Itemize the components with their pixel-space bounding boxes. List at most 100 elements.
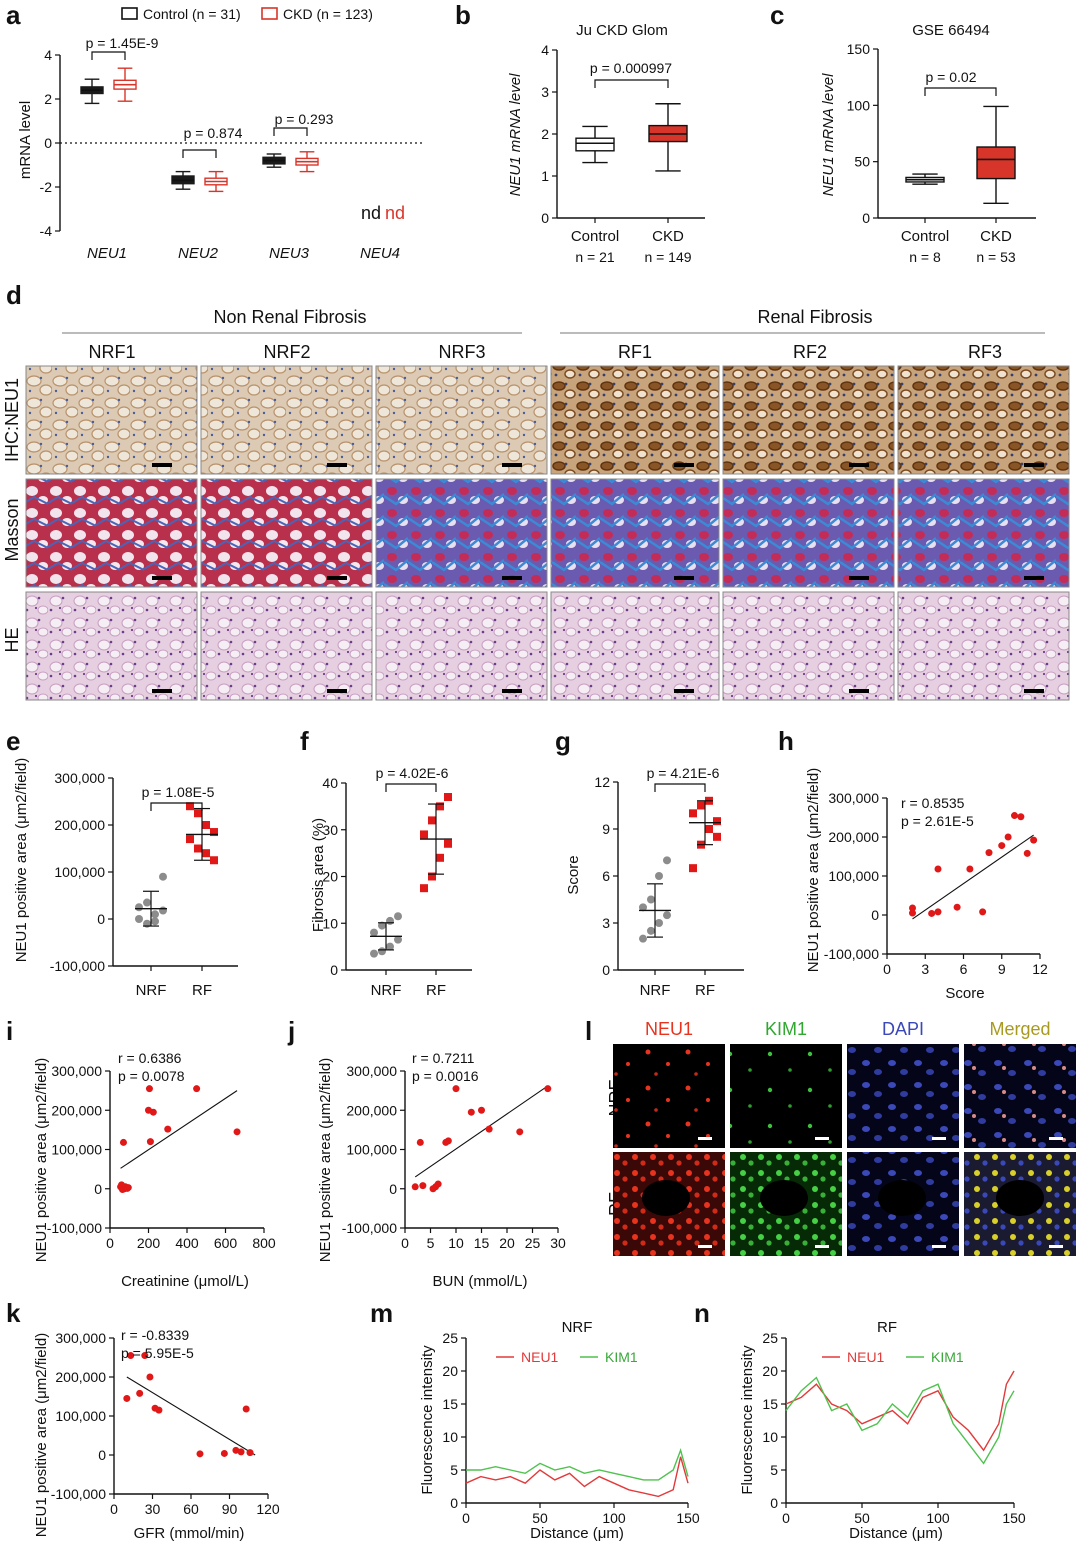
panel-j-ylabel: NEU1 positive area (μm2/field)	[317, 1058, 334, 1263]
panel-h-ytick: -100,000	[824, 946, 879, 962]
group-nrf-heading: Non Renal Fibrosis	[213, 307, 366, 327]
panel-k-point	[242, 1405, 250, 1413]
col-label-nrf3: NRF3	[438, 342, 485, 362]
panel-e-plot	[108, 777, 238, 971]
lumen-kim1	[760, 1180, 808, 1216]
panel-n-xlabel: Distance (μm)	[849, 1525, 943, 1542]
panel-i-pvalue: p = 0.0078	[118, 1068, 185, 1084]
panel-f-rf-point	[428, 872, 436, 881]
scale-bar	[698, 1245, 712, 1248]
panel-b-ytick: 2	[541, 126, 549, 142]
panel-m-legend-neu1: NEU1	[521, 1349, 559, 1365]
panel-g-ylabel: Score	[565, 855, 582, 894]
panel-i-xtick: 400	[175, 1235, 199, 1251]
micrograph-masson-nrf3	[375, 478, 548, 588]
panel-j-point	[485, 1125, 493, 1133]
panel-n-plot	[781, 1337, 1015, 1508]
panel-k-point	[246, 1449, 254, 1457]
panel-n-xtick: 150	[1002, 1510, 1026, 1526]
panel-c-group: CKD	[980, 228, 1012, 245]
panel-m-ytick: 0	[450, 1495, 458, 1511]
micrograph-he-nrf3	[375, 591, 548, 701]
panel-j-xtick: 15	[474, 1235, 490, 1251]
panel-f-nrf-point	[386, 942, 394, 951]
panel-k-point	[155, 1406, 163, 1414]
panel-j-xtick: 25	[525, 1235, 541, 1251]
scale-bar	[849, 689, 869, 693]
panel-j-ytick: 100,000	[346, 1142, 397, 1158]
panel-b-ylabel: NEU1 mRNA level	[507, 73, 524, 196]
panel-b-control-box	[575, 137, 615, 152]
panel-i-xtick: 800	[252, 1235, 276, 1251]
panel-h-point	[985, 849, 993, 857]
panel-g-group: NRF	[640, 982, 671, 999]
panel-g-rf-point	[713, 832, 721, 841]
panel-g-nrf-point	[639, 934, 647, 943]
panel-e-rf-point	[202, 849, 210, 858]
panel-k-xtick: 0	[110, 1501, 118, 1517]
panel-e-rf-point	[194, 809, 202, 818]
panel-e-rf-point	[202, 821, 210, 829]
panel-f-nrf-point	[394, 935, 402, 944]
scale-bar	[152, 576, 172, 580]
panel-k-ytick: 200,000	[55, 1369, 106, 1385]
panel-k-point	[136, 1389, 144, 1397]
panel-m-legend-kim1: KIM1	[605, 1349, 638, 1365]
gene-label: NEU4	[360, 245, 400, 262]
panel-k-point	[220, 1449, 228, 1457]
panel-b-n: n = 21	[575, 249, 615, 265]
panel-h-point	[1017, 813, 1025, 821]
panel-k-xtick: 90	[222, 1501, 238, 1517]
panel-k-plot	[109, 1337, 269, 1499]
panel-j-xtick: 30	[550, 1235, 566, 1251]
micrograph-he-rf3	[897, 591, 1070, 701]
panel-i-fit-line	[120, 1090, 238, 1169]
panel-a-ytick: 4	[44, 47, 52, 63]
panel-f-rf-point	[444, 839, 452, 848]
panel-b-n: n = 149	[644, 249, 691, 265]
micrograph-he-nrf1	[25, 591, 198, 701]
panel-m-series-kim1	[466, 1447, 689, 1481]
panel-i-point	[164, 1125, 172, 1133]
panel-f-letter: f	[300, 726, 309, 756]
panel-b-pvalue: p = 0.000997	[590, 60, 672, 76]
panel-j-xtick: 0	[401, 1235, 409, 1251]
panel-e-ytick: 100,000	[54, 864, 105, 880]
panel-m-xticks: 0 50 100 150	[462, 1510, 700, 1526]
panel-h-ytick: 300,000	[828, 790, 879, 806]
panel-h-point	[998, 842, 1006, 850]
panel-n-ytick: 15	[762, 1396, 778, 1412]
panel-h-pvalue: p = 2.61E-5	[901, 813, 974, 829]
micrograph-ihc-rf1	[550, 365, 720, 475]
panel-h-ytick: 100,000	[828, 868, 879, 884]
scale-bar	[674, 463, 694, 467]
group-rf-heading: Renal Fibrosis	[757, 307, 872, 327]
micrograph-he-rf1	[550, 591, 720, 701]
panel-i-point	[193, 1085, 201, 1093]
panel-i-ytick: 300,000	[51, 1063, 102, 1079]
panel-j-xlabel: BUN (mmol/L)	[432, 1273, 527, 1290]
panel-k-point	[237, 1448, 245, 1456]
panel-a-letter: a	[6, 0, 21, 30]
panel-b-group: CKD	[652, 228, 684, 245]
panel-g-plot	[613, 781, 744, 975]
panel-e-rf-point	[210, 828, 218, 837]
panel-j-plot	[400, 1070, 559, 1233]
panel-e-rf-point	[186, 802, 194, 811]
panel-n-legend-kim1: KIM1	[931, 1349, 964, 1365]
panel-a-ytick: 2	[44, 91, 52, 107]
scale-bar	[932, 1245, 946, 1248]
panel-f-ytick: 30	[322, 822, 338, 838]
panel-j-point	[416, 1138, 424, 1146]
panel-h-fit-line	[912, 834, 1034, 920]
panel-g-rf-point	[697, 801, 705, 810]
panel-e-ylabel: NEU1 positive area (μm2/field)	[13, 758, 30, 963]
panel-i-ytick: -100,000	[47, 1220, 102, 1236]
fluor-nrf-kim1	[730, 1044, 842, 1148]
panel-j-ytick: 300,000	[346, 1063, 397, 1079]
panel-a-ytick: 0	[44, 135, 52, 151]
panel-i-ylabel: NEU1 positive area (μm2/field)	[33, 1058, 50, 1263]
panel-e-ytick: 200,000	[54, 817, 105, 833]
panel-k-xticks: 0 30 60 90 120	[110, 1501, 280, 1517]
panel-i-letter: i	[6, 1016, 13, 1046]
